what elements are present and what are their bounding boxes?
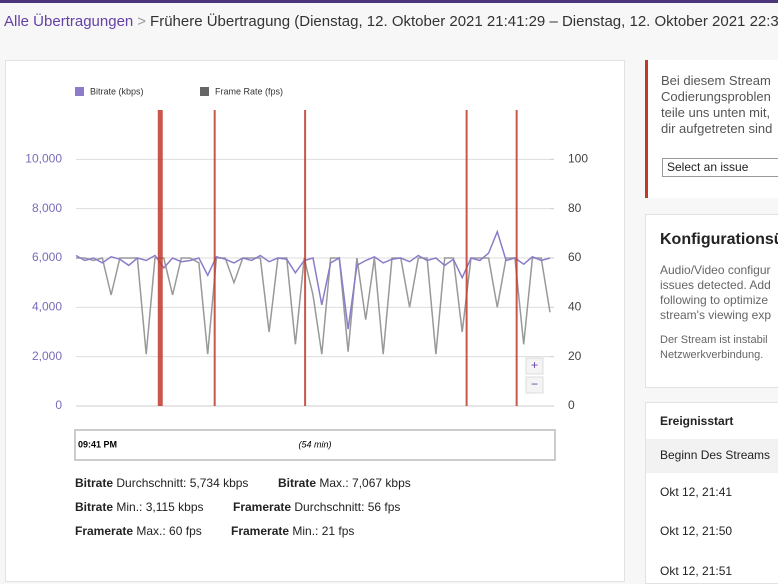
- y2-tick-label: 100: [568, 152, 588, 166]
- event-row[interactable]: Okt 12, 21:51: [660, 564, 733, 578]
- warning-line: Codierungsproblen: [661, 89, 771, 104]
- config-title: Konfigurationsü: [660, 231, 778, 248]
- stat-text: Durchschnitt: 56 fps: [294, 500, 401, 514]
- stat: Bitrate Durchschnitt: 5,734 kbps: [75, 476, 248, 490]
- config-line: Audio/Video configur: [660, 263, 771, 277]
- stat-text: Max.: 60 fps: [136, 524, 202, 538]
- stat-label: Bitrate: [75, 476, 114, 490]
- stat-label: Bitrate: [278, 476, 317, 490]
- issue-select[interactable]: Select an issue: [662, 158, 778, 177]
- y-tick-label: 0: [55, 398, 62, 412]
- warning-line: Bei diesem Stream: [661, 73, 771, 88]
- stat-label: Framerate: [233, 500, 292, 514]
- y2-tick-label: 60: [568, 250, 582, 264]
- event-row[interactable]: Okt 12, 21:41: [660, 485, 733, 499]
- legend-label: Bitrate (kbps): [90, 86, 144, 96]
- stat: Framerate Min.: 21 fps: [231, 524, 354, 538]
- legend-swatch: [200, 87, 209, 96]
- warning-panel: Bei diesem Stream Codierungsproblen teil…: [645, 60, 778, 198]
- stat: Framerate Max.: 60 fps: [75, 524, 202, 538]
- legend-label: Frame Rate (fps): [215, 86, 283, 96]
- series-line: [75, 229, 551, 330]
- breadcrumb-separator: >: [137, 13, 147, 30]
- stat-label: Bitrate: [75, 500, 114, 514]
- stat-text: Min.: 3,115 kbps: [116, 500, 204, 514]
- y2-tick-label: 20: [568, 349, 582, 363]
- y2-tick-label: 80: [568, 201, 582, 215]
- events-table: Ereignisstart Beginn Des Streams Okt 12,…: [645, 402, 778, 584]
- stat: Bitrate Max.: 7,067 kbps: [278, 476, 411, 490]
- y-tick-label: 8,000: [32, 201, 62, 215]
- zoom-button[interactable]: [525, 376, 544, 394]
- event-row[interactable]: Okt 12, 21:50: [660, 524, 733, 538]
- y-tick-label: 10,000: [25, 152, 62, 166]
- y-tick-label: 2,000: [32, 349, 62, 363]
- breadcrumb: Alle Übertragungen > Frühere Übertragung (…: [4, 13, 778, 30]
- range-length: (54 min): [298, 439, 331, 449]
- event-row[interactable]: Beginn Des Streams: [660, 448, 771, 462]
- breadcrumb-link[interactable]: Alle Übertragungen: [4, 13, 134, 30]
- stat-text: Durchschnitt: 5,734 kbps: [116, 476, 249, 490]
- stat: Bitrate Min.: 3,115 kbps: [75, 500, 204, 514]
- stat-label: Framerate: [75, 524, 134, 538]
- series-line: [76, 257, 551, 355]
- config-note: Netzwerkverbindung.: [660, 349, 764, 361]
- events-header: Ereignisstart: [660, 414, 734, 428]
- stat-text: Max.: 7,067 kbps: [319, 476, 411, 490]
- stat-label: Framerate: [231, 524, 290, 538]
- y-tick-label: 6,000: [32, 250, 62, 264]
- zoom-label: +: [531, 358, 538, 372]
- chart: Bitrate (kbps) Frame Rate (fps) 0 2,000 4,00…: [25, 86, 588, 461]
- config-line: stream's viewing exp: [660, 308, 771, 322]
- row-bg: [646, 439, 778, 473]
- config-line: issues detected. Add: [660, 278, 771, 292]
- config-line: following to optimize: [660, 293, 769, 307]
- y2-tick-label: 0: [568, 398, 575, 412]
- warning-line: teile uns unten mit,: [661, 105, 771, 120]
- zoom-button[interactable]: [525, 357, 544, 375]
- y-tick-label: 4,000: [32, 300, 62, 314]
- range-start: 09:41 PM: [78, 439, 117, 449]
- top-bar: [0, 0, 778, 3]
- config-note: Der Stream ist instabil: [660, 334, 768, 346]
- config-panel: Konfigurationsü Audio/Video configur iss…: [645, 214, 778, 388]
- y2-tick-label: 40: [568, 300, 582, 314]
- warning-line: dir aufgetreten sind: [661, 121, 773, 136]
- legend-swatch: [75, 87, 84, 96]
- breadcrumb-current: Frühere Übertragung (Dienstag, 12. Oktob…: [150, 13, 778, 30]
- stat-text: Min.: 21 fps: [292, 524, 355, 538]
- range-bar: [74, 429, 556, 461]
- zoom-label: −: [531, 377, 538, 391]
- stat: Framerate Durchschnitt: 56 fps: [233, 500, 400, 514]
